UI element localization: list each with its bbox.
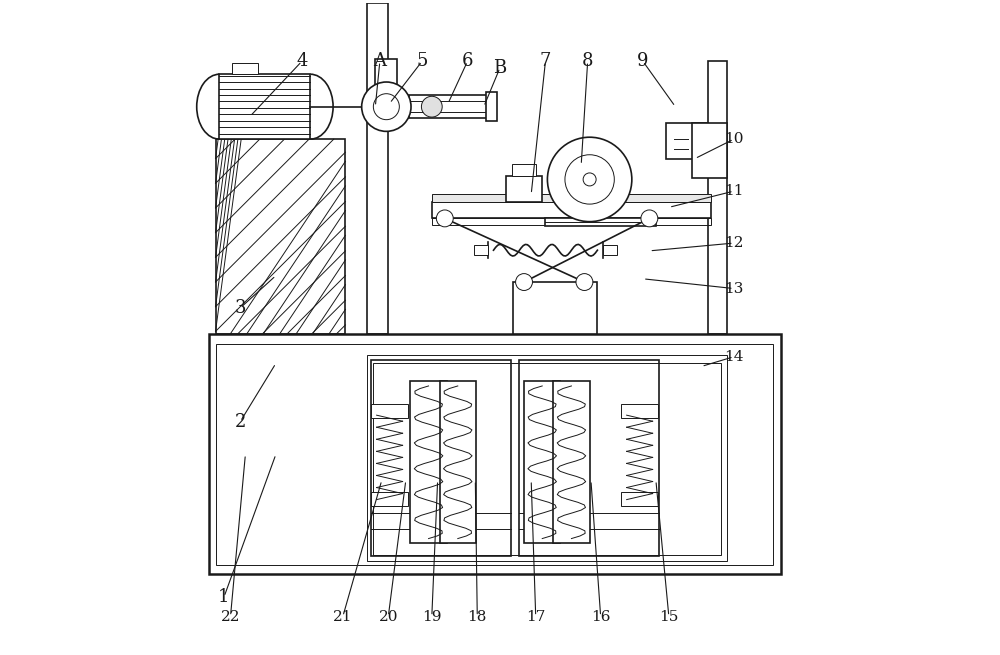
Text: A: A bbox=[373, 52, 386, 70]
Bar bbox=[666, 123, 708, 159]
Bar bbox=[692, 123, 727, 178]
Bar bbox=[371, 404, 408, 419]
Text: 12: 12 bbox=[724, 236, 744, 250]
Bar bbox=[512, 164, 536, 176]
Bar bbox=[440, 381, 476, 543]
Bar bbox=[474, 245, 488, 255]
Circle shape bbox=[421, 96, 442, 117]
Text: 20: 20 bbox=[379, 610, 398, 624]
Bar bbox=[232, 62, 258, 74]
Text: 6: 6 bbox=[462, 52, 473, 70]
Circle shape bbox=[516, 274, 532, 290]
Text: 13: 13 bbox=[724, 282, 743, 295]
Text: 17: 17 bbox=[526, 610, 545, 624]
Bar bbox=[553, 381, 590, 543]
Circle shape bbox=[362, 82, 411, 132]
Bar bbox=[367, 3, 388, 334]
Text: 19: 19 bbox=[422, 610, 442, 624]
Bar bbox=[486, 92, 497, 121]
Bar bbox=[410, 381, 447, 543]
Text: 22: 22 bbox=[221, 610, 240, 624]
Text: 3: 3 bbox=[234, 299, 246, 317]
Text: 10: 10 bbox=[724, 132, 744, 146]
Bar bbox=[432, 218, 711, 225]
Bar bbox=[371, 360, 511, 556]
Bar bbox=[621, 404, 658, 419]
Bar bbox=[432, 195, 711, 202]
Text: B: B bbox=[493, 59, 507, 77]
Bar bbox=[216, 344, 773, 565]
Text: 15: 15 bbox=[659, 610, 679, 624]
Circle shape bbox=[373, 94, 399, 120]
Bar bbox=[409, 95, 487, 119]
Text: 7: 7 bbox=[540, 52, 551, 70]
Text: 8: 8 bbox=[582, 52, 593, 70]
Text: 5: 5 bbox=[416, 52, 428, 70]
Circle shape bbox=[565, 155, 614, 204]
Bar bbox=[513, 282, 597, 334]
Bar bbox=[432, 202, 711, 218]
Text: 9: 9 bbox=[637, 52, 649, 70]
Bar bbox=[219, 74, 310, 139]
Text: 21: 21 bbox=[333, 610, 353, 624]
Text: 1: 1 bbox=[218, 588, 230, 606]
Bar bbox=[375, 60, 397, 85]
Text: 18: 18 bbox=[468, 610, 487, 624]
Circle shape bbox=[641, 210, 658, 227]
Bar bbox=[708, 61, 727, 334]
Text: 14: 14 bbox=[724, 350, 744, 364]
Bar bbox=[519, 360, 659, 556]
Circle shape bbox=[576, 274, 593, 290]
Text: 2: 2 bbox=[235, 413, 246, 431]
Circle shape bbox=[583, 173, 596, 186]
Circle shape bbox=[436, 210, 453, 227]
Circle shape bbox=[547, 137, 632, 221]
Bar bbox=[621, 492, 658, 506]
Bar bbox=[603, 245, 617, 255]
Bar bbox=[373, 364, 721, 555]
Bar bbox=[367, 355, 727, 561]
Bar bbox=[524, 381, 560, 543]
Bar bbox=[216, 139, 345, 334]
Bar bbox=[209, 334, 781, 574]
Bar bbox=[506, 176, 542, 202]
Text: 4: 4 bbox=[296, 52, 308, 70]
Bar bbox=[371, 492, 408, 506]
Bar bbox=[545, 218, 656, 226]
Text: 16: 16 bbox=[591, 610, 610, 624]
Text: 11: 11 bbox=[724, 184, 744, 198]
